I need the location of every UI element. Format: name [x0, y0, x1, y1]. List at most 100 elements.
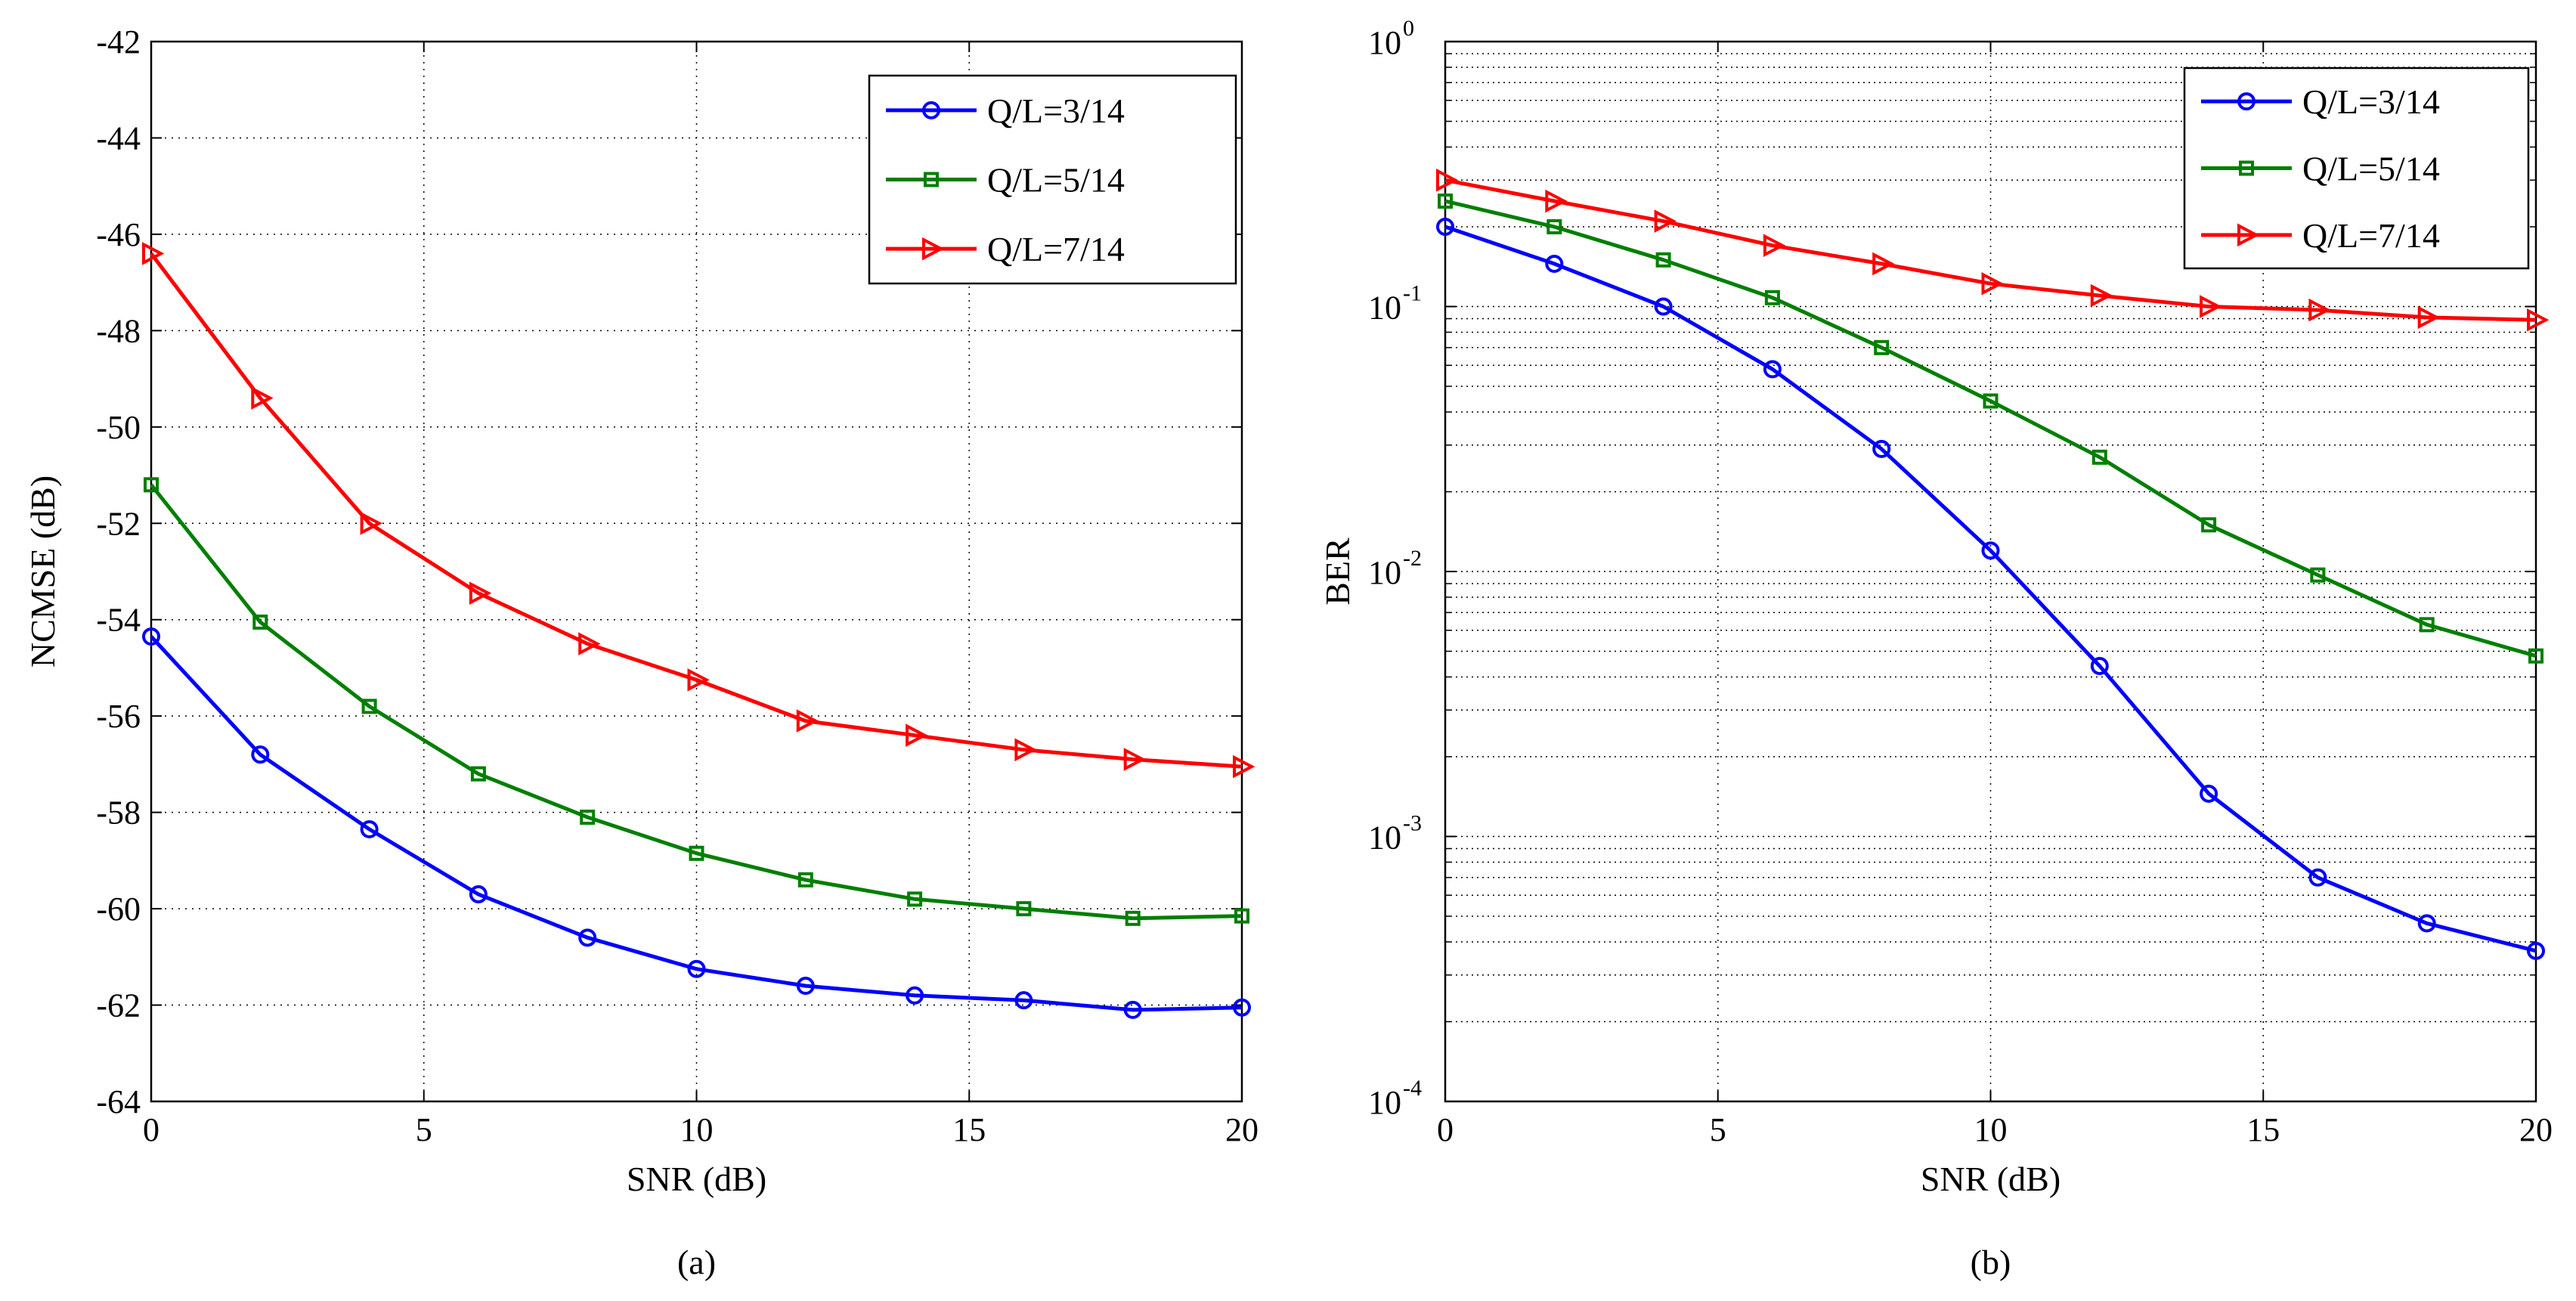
y-tick-label-base: 10	[1368, 554, 1401, 591]
data-point	[1438, 194, 1453, 209]
data-point	[2417, 305, 2441, 330]
y-tick-label: -64	[96, 1083, 141, 1120]
data-point	[2310, 567, 2326, 583]
data-point	[580, 810, 596, 826]
data-point	[470, 766, 486, 782]
data-point	[687, 959, 706, 978]
grid	[1445, 42, 2536, 1101]
series-line	[150, 252, 1243, 769]
data-point	[361, 699, 377, 714]
data-point	[1874, 339, 1890, 355]
x-tick-label: 10	[680, 1111, 714, 1148]
legend-label: Q/L=7/14	[987, 230, 1125, 268]
data-point	[1234, 908, 1249, 924]
y-tick-label-exponent: -1	[1403, 281, 1422, 306]
data-point	[797, 872, 813, 887]
y-tick-label-base: 10	[1368, 819, 1401, 856]
y-tick-label: -44	[96, 119, 141, 156]
y-tick-label-exponent: -4	[1403, 1076, 1422, 1101]
legend-marker	[922, 101, 940, 119]
data-point	[252, 614, 268, 630]
legend-marker	[2237, 92, 2256, 111]
y-tick-label: -48	[96, 312, 141, 349]
y-tick-label: -52	[96, 505, 141, 542]
data-point	[2308, 298, 2331, 322]
series-line	[150, 635, 1243, 1012]
y-tick-label-base: 10	[1368, 1084, 1401, 1121]
series-2	[144, 477, 1249, 926]
data-point	[469, 581, 492, 605]
data-point	[1016, 901, 1032, 917]
x-tick-label: 20	[1225, 1111, 1259, 1148]
data-point	[1983, 393, 1999, 409]
x-tick-label: 15	[2246, 1111, 2280, 1148]
y-tick-label-exponent: -2	[1403, 546, 1422, 571]
data-point	[687, 668, 710, 692]
x-tick-label: 5	[416, 1111, 432, 1148]
data-point	[142, 627, 160, 646]
y-tick-label: -46	[96, 216, 141, 253]
x-tick-label: 0	[1437, 1111, 1454, 1148]
data-point	[578, 928, 597, 947]
data-point	[1654, 297, 1673, 316]
data-point	[2419, 617, 2435, 633]
data-point	[1763, 234, 1786, 258]
x-tick-label: 15	[952, 1111, 986, 1148]
legend-label: Q/L=7/14	[2302, 216, 2440, 255]
data-point	[1436, 217, 1454, 236]
data-point	[142, 242, 165, 265]
panel-label: (a)	[677, 1243, 716, 1281]
data-point	[1233, 998, 1251, 1017]
data-point	[1547, 218, 1562, 234]
series-line	[1444, 199, 2537, 658]
x-tick-label: 0	[143, 1111, 159, 1148]
legend-label: Q/L=3/14	[987, 91, 1125, 130]
y-tick-label: -60	[96, 891, 141, 928]
data-point	[2090, 656, 2109, 675]
legend-marker	[2237, 223, 2260, 247]
data-point	[1764, 290, 1780, 305]
y-tick-label: -50	[96, 409, 141, 446]
data-point	[144, 477, 159, 493]
data-point	[1436, 168, 1459, 192]
y-tick-label: -56	[96, 698, 141, 735]
legend-label: Q/L=5/14	[987, 161, 1125, 200]
legend-label: Q/L=3/14	[2302, 82, 2440, 121]
data-point	[1125, 910, 1141, 926]
data-point	[1981, 271, 2004, 296]
series-line	[150, 483, 1243, 921]
legend-marker	[922, 237, 945, 261]
legend-marker	[2239, 160, 2254, 176]
data-point	[796, 709, 819, 733]
x-tick-label: 5	[1710, 1111, 1726, 1148]
panel-a-ncmse: 0 5 10 15 20 -64 -62 -60 -58 -56 -54 -52 -50 -48 -46 -4…	[23, 23, 1259, 1281]
data-point	[2200, 784, 2218, 803]
y-tick-label-exponent: -3	[1403, 811, 1422, 836]
data-point	[1655, 252, 1671, 268]
data-point	[1014, 738, 1037, 762]
data-point	[906, 986, 924, 1005]
data-point	[1014, 991, 1033, 1010]
data-point	[469, 884, 488, 903]
data-point	[2201, 517, 2217, 533]
series-1	[1436, 217, 2545, 960]
data-point	[1545, 189, 1568, 213]
data-point	[1981, 541, 2000, 560]
x-axis-label: SNR (dB)	[627, 1160, 766, 1198]
data-point	[1545, 254, 1564, 273]
series-line	[1444, 178, 2537, 322]
series-3	[1436, 168, 2550, 332]
data-point	[2417, 914, 2436, 933]
y-tick-label: -58	[96, 795, 141, 832]
data-point	[2528, 648, 2543, 664]
data-point	[2308, 868, 2327, 887]
data-point	[1763, 360, 1782, 379]
data-point	[251, 386, 274, 410]
data-point	[578, 632, 601, 655]
y-axis-label: NCMSE (dB)	[23, 475, 62, 668]
data-point	[2090, 283, 2113, 308]
y-tick-label-base: 10	[1368, 290, 1401, 327]
data-point	[2091, 449, 2107, 465]
data-point	[1233, 754, 1255, 779]
